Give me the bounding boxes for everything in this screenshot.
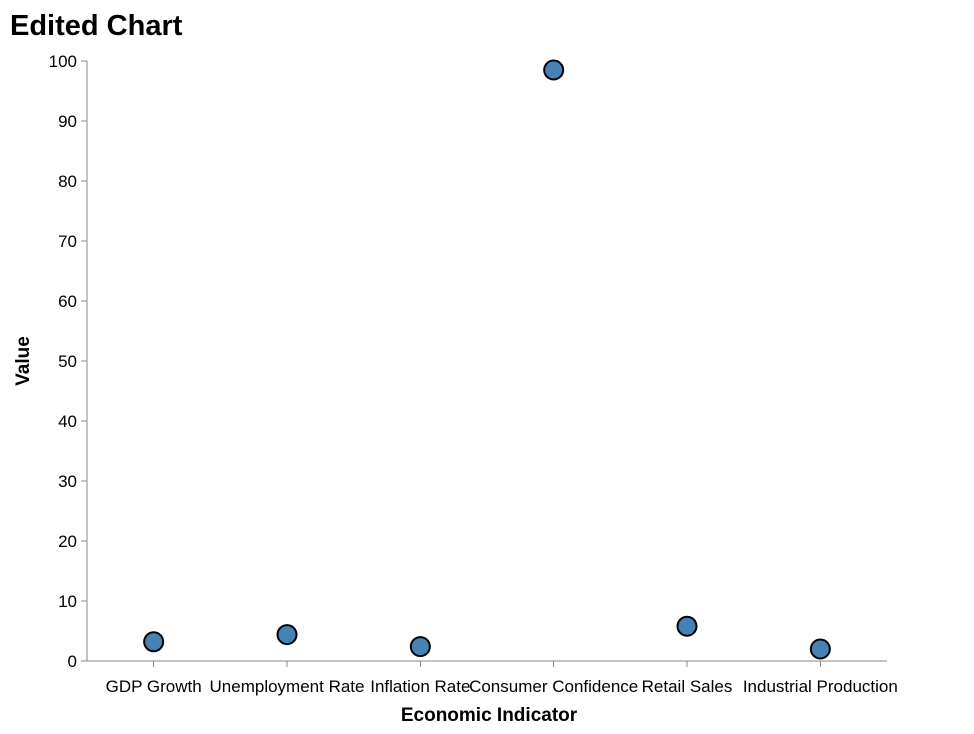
x-tick-label: GDP Growth bbox=[106, 677, 202, 696]
chart-title: Edited Chart bbox=[10, 10, 183, 42]
y-tick-label: 40 bbox=[58, 412, 77, 431]
y-tick-label: 100 bbox=[49, 52, 77, 71]
data-points bbox=[143, 59, 831, 660]
data-point[interactable] bbox=[543, 59, 565, 81]
y-tick-label: 80 bbox=[58, 172, 77, 191]
x-tick-label: Unemployment Rate bbox=[210, 677, 365, 696]
x-axis-title: Economic Indicator bbox=[401, 705, 578, 726]
y-tick-label: 20 bbox=[58, 532, 77, 551]
x-tick-label: Retail Sales bbox=[642, 677, 733, 696]
data-point[interactable] bbox=[409, 636, 431, 658]
x-tick-label: Consumer Confidence bbox=[469, 677, 638, 696]
x-tick-label: Industrial Production bbox=[743, 677, 898, 696]
x-tick-label: Inflation Rate bbox=[370, 677, 470, 696]
y-tick-label: 30 bbox=[58, 472, 77, 491]
x-axis: GDP Growth Unemployment Rate Inflation Rat… bbox=[87, 660, 898, 696]
y-tick-label: 90 bbox=[58, 112, 77, 131]
y-tick-label: 60 bbox=[58, 292, 77, 311]
y-tick-label: 0 bbox=[68, 652, 77, 671]
y-tick-label: 70 bbox=[58, 232, 77, 251]
y-tick-label: 50 bbox=[58, 352, 77, 371]
y-axis-title: Value bbox=[13, 336, 34, 386]
y-axis: 0 10 20 30 40 50 60 70 80 90 100 bbox=[49, 52, 88, 671]
y-tick-label: 10 bbox=[58, 592, 77, 611]
data-point[interactable] bbox=[809, 638, 831, 660]
data-point[interactable] bbox=[676, 615, 698, 637]
data-point[interactable] bbox=[143, 631, 165, 653]
data-point[interactable] bbox=[276, 624, 298, 646]
